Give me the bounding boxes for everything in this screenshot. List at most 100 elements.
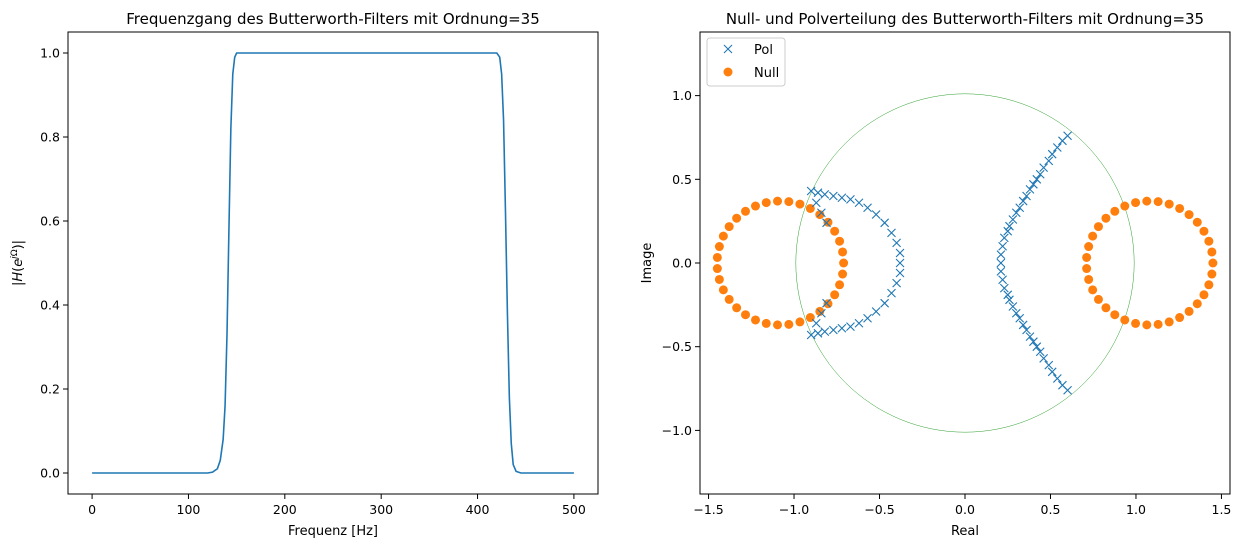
pz-ytick-label: −1.0 [662, 423, 692, 438]
pole-marker [871, 307, 881, 316]
zero-marker [1131, 198, 1141, 208]
pole-marker [1005, 221, 1014, 231]
pole-marker [1035, 169, 1045, 179]
zero-marker [1153, 319, 1163, 329]
zero-marker [1084, 242, 1094, 252]
zero-marker [1204, 236, 1214, 246]
pole-marker [895, 268, 905, 278]
pole-marker [828, 325, 838, 335]
zero-marker [1153, 197, 1163, 207]
pole-marker [1032, 174, 1042, 184]
pole-marker [1003, 290, 1013, 300]
pole-marker [837, 193, 847, 203]
pole-marker [828, 191, 838, 201]
pole-marker [1018, 320, 1028, 330]
zero-marker [1175, 313, 1185, 323]
zero-marker [750, 201, 760, 211]
pole-marker [1003, 226, 1013, 236]
zero-marker [1184, 306, 1194, 316]
pole-marker [813, 328, 823, 338]
freq-xtick-label: 400 [466, 502, 490, 517]
pole-marker [1018, 196, 1028, 206]
pole-zero-title: Null- und Polverteilung des Butterworth-… [726, 10, 1204, 28]
pole-marker [846, 195, 855, 204]
freq-xtick-label: 200 [273, 502, 297, 517]
zero-marker [835, 280, 845, 290]
pole-marker [1022, 191, 1031, 201]
zero-marker [1120, 315, 1130, 325]
zero-marker [761, 318, 771, 328]
pole-marker [1032, 342, 1042, 352]
zero-marker [835, 236, 845, 246]
zero-marker [1084, 274, 1094, 284]
zero-marker [1199, 290, 1209, 300]
pole-marker [806, 330, 816, 340]
pole-marker [1005, 295, 1014, 305]
zero-marker [741, 206, 751, 216]
legend-pol-marker [723, 44, 733, 54]
pz-xtick-label: 0.5 [1041, 502, 1061, 517]
zero-marker [1131, 318, 1141, 328]
freq-ytick-label: 0.6 [40, 214, 60, 229]
zero-marker [1192, 299, 1202, 309]
pole-marker [1011, 308, 1021, 318]
pz-ytick-label: 1.0 [672, 88, 692, 103]
pole-marker [1015, 313, 1025, 323]
pole-marker [895, 248, 905, 258]
zero-marker [1082, 252, 1092, 262]
pole-zero-ylabel: Image [640, 243, 655, 284]
pole-marker [1022, 325, 1031, 335]
zero-marker [839, 258, 849, 268]
zero-marker [714, 274, 724, 284]
pole-marker [1035, 347, 1045, 357]
freq-xtick-label: 0 [88, 502, 96, 517]
zero-marker [718, 231, 728, 241]
zero-marker [1207, 269, 1217, 279]
pole-marker [1052, 143, 1062, 152]
pole-marker [1011, 208, 1021, 218]
zero-marker [1208, 258, 1218, 268]
zero-marker [1101, 213, 1111, 223]
pole-marker [887, 228, 896, 238]
zero-marker [1199, 226, 1209, 236]
zero-marker [1101, 303, 1111, 313]
pole-marker [871, 210, 881, 219]
zero-marker [1142, 196, 1152, 206]
pole-marker [816, 208, 826, 218]
legend-pol-marker-cross [723, 44, 733, 54]
zero-marker [1093, 222, 1103, 232]
zero-marker [1192, 217, 1202, 227]
zero-marker [1204, 280, 1214, 290]
pole-marker [999, 283, 1009, 293]
zero-marker [1164, 199, 1174, 209]
pz-xtick-label: 0.0 [955, 502, 975, 517]
pole-marker [816, 308, 826, 318]
pole-marker [1058, 380, 1067, 390]
frequency-response-frame [67, 31, 599, 495]
unit-circle [795, 93, 1135, 433]
pz-ytick-label: 0.0 [672, 256, 692, 271]
pz-xtick-label: −1.0 [779, 502, 809, 517]
zero-marker [784, 319, 794, 329]
freq-ytick-label: 0.2 [40, 382, 60, 397]
poles-markers [806, 131, 1072, 395]
pole-zero-axes: Null- und Polverteilung des Butterworth-… [640, 10, 1231, 539]
pole-marker [854, 318, 864, 328]
pz-ytick-label: 0.5 [672, 172, 692, 187]
pole-marker [1008, 302, 1018, 311]
freq-xtick-label: 500 [562, 502, 586, 517]
zero-marker [1110, 310, 1120, 320]
pole-marker [1039, 354, 1049, 363]
pole-marker [811, 198, 821, 208]
zero-marker [732, 213, 742, 223]
zero-marker [712, 264, 722, 274]
freq-xtick-label: 100 [177, 502, 201, 517]
zero-marker [718, 285, 728, 295]
freq-ytick-label: 0.0 [40, 466, 60, 481]
pole-marker [822, 298, 831, 308]
pole-marker [1047, 149, 1057, 159]
pz-xtick-label: −0.5 [864, 502, 894, 517]
pole-marker [820, 189, 830, 199]
zero-marker [1088, 285, 1098, 295]
pole-marker [998, 275, 1008, 285]
